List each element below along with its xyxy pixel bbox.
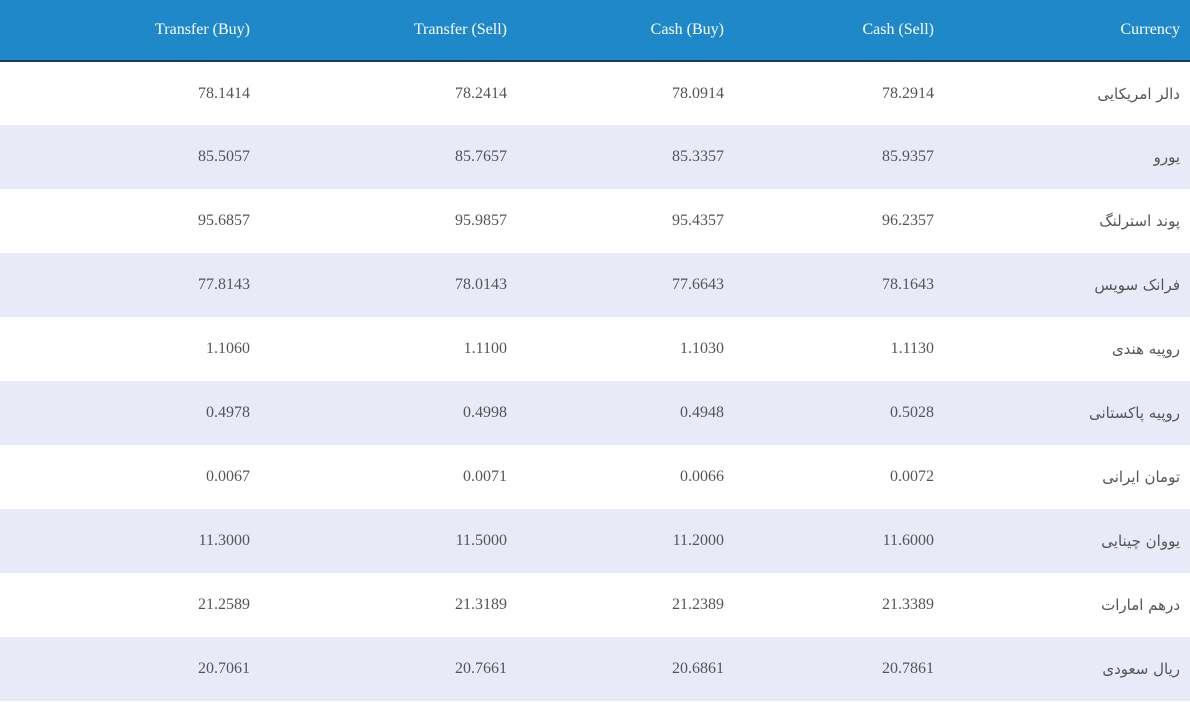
cell-currency: روپیه هندی [1111,340,1180,358]
header-cash-sell: Cash (Sell) [724,0,934,62]
cell-cash-sell: 11.6000 [882,532,934,549]
cell-currency: ریال سعودی [1102,660,1180,678]
cell-transfer-buy: 0.4978 [206,404,250,421]
cell-currency: تومان ایرانی [1102,468,1180,486]
cell-transfer-buy: 77.8143 [198,276,250,293]
cell-transfer-sell: 78.0143 [455,276,507,293]
cell-transfer-sell: 11.5000 [455,532,507,549]
cell-transfer-buy: 85.5057 [198,148,250,165]
table-row: 85.5057 85.7657 85.3357 85.9357 یورو [0,125,1190,189]
cell-transfer-sell: 21.3189 [455,596,507,613]
cell-transfer-sell: 78.2414 [455,84,507,102]
cell-cash-sell: 78.1643 [882,276,934,293]
table-row: 1.1060 1.1100 1.1030 1.1130 روپیه هندی [0,317,1190,381]
cell-transfer-buy: 11.3000 [198,532,250,549]
cell-cash-buy: 0.4948 [680,404,724,421]
cell-cash-buy: 77.6643 [672,276,724,293]
cell-transfer-buy: 21.2589 [198,596,250,613]
table-row: 0.4978 0.4998 0.4948 0.5028 روپیه پاکستانی [0,381,1190,445]
cell-transfer-buy: 95.6857 [198,212,250,229]
cell-transfer-sell: 95.9857 [455,212,507,229]
table-row: 0.0067 0.0071 0.0066 0.0072 تومان ایرانی [0,445,1190,509]
cell-cash-sell: 78.2914 [882,84,934,102]
table-row: 21.2589 21.3189 21.2389 21.3389 درهم امارات [0,573,1190,637]
table-row: 11.3000 11.5000 11.2000 11.6000 یووان چینایی [0,509,1190,573]
cell-cash-buy: 11.2000 [672,532,724,549]
cell-cash-sell: 1.1130 [890,340,934,357]
cell-cash-sell: 0.5028 [890,404,934,421]
table-row: 95.6857 95.9857 95.4357 96.2357 پوند استرلنگ [0,189,1190,253]
table-row: 20.7061 20.7661 20.6861 20.7861 ریال سعودی [0,637,1190,701]
cell-cash-sell: 85.9357 [882,148,934,165]
cell-transfer-buy: 78.1414 [198,84,250,102]
cell-transfer-sell: 20.7661 [455,660,507,677]
cell-cash-buy: 0.0066 [680,468,724,485]
cell-cash-sell: 20.7861 [882,660,934,677]
cell-cash-sell: 21.3389 [882,596,934,613]
table-row: 78.1414 78.2414 78.0914 78.2914 دالر امریکای… [0,61,1190,125]
cell-transfer-buy: 0.0067 [206,468,250,485]
cell-currency: دالر امریکایی [1097,84,1180,103]
table-row: 77.8143 78.0143 77.6643 78.1643 فرانک سویس [0,253,1190,317]
cell-currency: روپیه پاکستانی [1088,404,1180,422]
header-currency: Currency [934,0,1190,62]
cell-transfer-sell: 1.1100 [463,340,507,357]
cell-cash-buy: 78.0914 [672,84,724,102]
cell-currency: یورو [1153,148,1180,166]
cell-cash-buy: 95.4357 [672,212,724,229]
header-transfer-buy: Transfer (Buy) [0,0,250,62]
cell-cash-sell: 0.0072 [890,468,934,485]
table-header-row: Transfer (Buy) Transfer (Sell) Cash (Buy… [0,0,1190,62]
cell-currency: یووان چینایی [1101,532,1180,550]
cell-currency: فرانک سویس [1094,276,1180,294]
cell-cash-buy: 20.6861 [672,660,724,677]
cell-transfer-sell: 0.4998 [463,404,507,421]
cell-transfer-sell: 0.0071 [463,468,507,485]
cell-transfer-buy: 20.7061 [198,660,250,677]
cell-cash-buy: 85.3357 [672,148,724,165]
cell-transfer-sell: 85.7657 [455,148,507,165]
cell-cash-sell: 96.2357 [882,212,934,229]
cell-currency: پوند استرلنگ [1099,212,1180,230]
cell-currency: درهم امارات [1101,596,1180,614]
header-cash-buy: Cash (Buy) [507,0,724,62]
cell-cash-buy: 1.1030 [680,340,724,357]
cell-cash-buy: 21.2389 [672,596,724,613]
header-transfer-sell: Transfer (Sell) [250,0,507,62]
cell-transfer-buy: 1.1060 [206,340,250,357]
